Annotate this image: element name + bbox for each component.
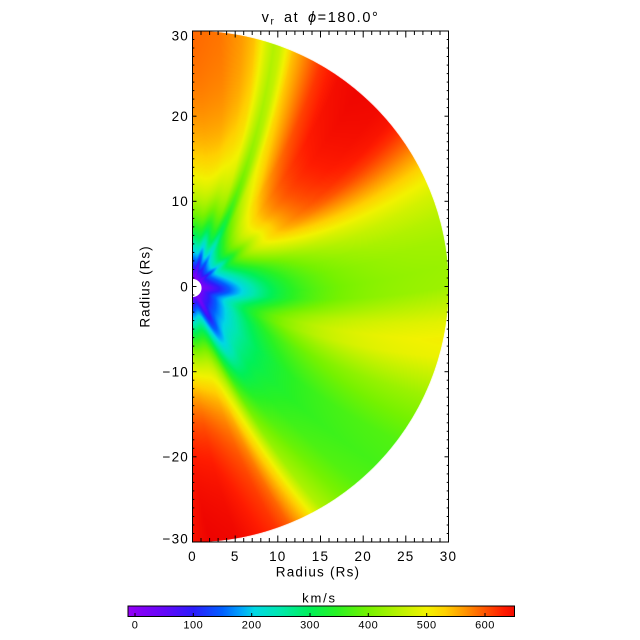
- svg-text:−30: −30: [163, 532, 190, 547]
- svg-text:5: 5: [231, 549, 240, 564]
- svg-text:−10: −10: [163, 365, 190, 380]
- svg-text:30: 30: [172, 29, 189, 44]
- svg-text:vr at ϕ=180.0°: vr at ϕ=180.0°: [262, 10, 380, 28]
- svg-text:15: 15: [312, 549, 329, 564]
- svg-text:30: 30: [440, 549, 457, 564]
- svg-text:20: 20: [354, 549, 371, 564]
- svg-text:Radius (Rs): Radius (Rs): [276, 565, 360, 580]
- svg-text:0: 0: [180, 279, 189, 294]
- svg-text:km/s: km/s: [302, 591, 337, 606]
- svg-text:300: 300: [300, 620, 320, 632]
- svg-text:400: 400: [358, 620, 378, 632]
- svg-text:10: 10: [172, 194, 189, 209]
- svg-text:100: 100: [183, 620, 203, 632]
- svg-text:25: 25: [397, 549, 414, 564]
- svg-text:−20: −20: [163, 450, 190, 465]
- svg-text:500: 500: [417, 620, 437, 632]
- svg-text:20: 20: [172, 109, 189, 124]
- svg-text:200: 200: [242, 620, 262, 632]
- svg-text:0: 0: [132, 620, 139, 632]
- svg-text:Radius (Rs): Radius (Rs): [138, 245, 153, 327]
- svg-text:10: 10: [269, 549, 286, 564]
- svg-text:0: 0: [188, 549, 197, 564]
- svg-text:600: 600: [475, 620, 495, 632]
